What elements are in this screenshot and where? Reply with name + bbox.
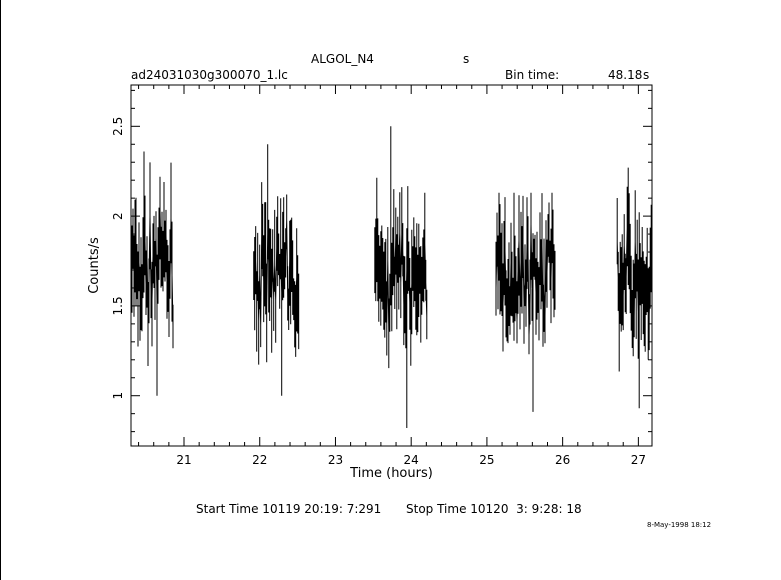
y-tick-labels: 1 1.5 2 2.5 (111, 117, 125, 400)
trace-segment-4 (495, 192, 556, 412)
start-time: Start Time 10119 20:19: 7:291 (196, 502, 382, 516)
x-tick-label: 23 (328, 453, 343, 467)
y-tick-label: 1.5 (111, 296, 125, 315)
x-tick-label: 26 (555, 453, 570, 467)
x-tick-label: 24 (404, 453, 419, 467)
y-tick-label: 1 (111, 392, 125, 400)
x-tick-label: 27 (631, 453, 646, 467)
trace-segment-3 (374, 126, 428, 428)
bin-time-unit: s (643, 68, 650, 82)
x-axis-label: Time (hours) (349, 466, 433, 481)
trace-path (130, 151, 174, 396)
x-tick-label: 22 (252, 453, 267, 467)
y-tick-label: 2 (111, 212, 125, 220)
x-tick-label: 21 (176, 453, 191, 467)
window-left-edge (0, 0, 1, 580)
object-unit: s (463, 52, 470, 66)
trace-segment-5 (616, 167, 652, 409)
trace-path (253, 144, 300, 396)
y-axis-label: Counts/s (87, 237, 102, 294)
trace-path (374, 126, 428, 428)
trace-segment-1 (130, 151, 174, 396)
trace-segment-2 (253, 144, 300, 396)
light-curve-traces (130, 126, 652, 428)
x-tick-label: 25 (479, 453, 494, 467)
bin-time-label: Bin time: (505, 68, 560, 82)
x-tick-labels: 21 22 23 24 25 26 27 (176, 453, 646, 467)
bin-time-value: 48.18 (608, 68, 643, 82)
object-name: ALGOL_N4 (311, 52, 374, 66)
y-tick-label: 2.5 (111, 117, 125, 136)
trace-path (495, 192, 556, 412)
trace-path (616, 167, 652, 409)
filename-label: ad24031030g300070_1.lc (131, 68, 288, 82)
stop-time: Stop Time 10120 3: 9:28: 18 (406, 502, 582, 516)
date-stamp: 8-May-1998 18:12 (647, 521, 712, 529)
